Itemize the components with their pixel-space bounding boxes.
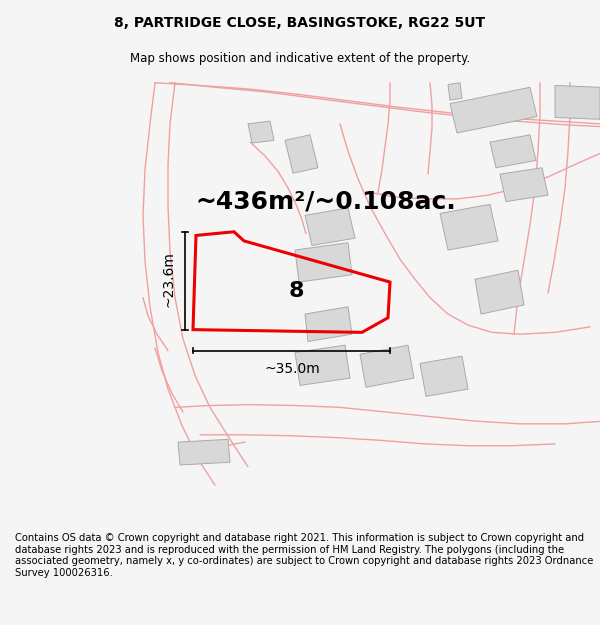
Polygon shape [440,204,498,250]
Polygon shape [248,121,274,143]
Polygon shape [448,82,462,100]
Polygon shape [475,270,524,314]
Polygon shape [305,307,352,341]
Polygon shape [420,356,468,396]
Polygon shape [305,208,355,246]
Polygon shape [555,86,600,119]
Polygon shape [450,88,537,133]
Polygon shape [178,439,230,465]
Polygon shape [490,135,536,168]
Polygon shape [500,168,548,202]
Text: ~436m²/~0.108ac.: ~436m²/~0.108ac. [195,189,456,214]
Text: 8, PARTRIDGE CLOSE, BASINGSTOKE, RG22 5UT: 8, PARTRIDGE CLOSE, BASINGSTOKE, RG22 5U… [115,16,485,31]
Polygon shape [285,135,318,173]
Text: ~23.6m: ~23.6m [161,251,175,308]
Text: 8: 8 [289,281,304,301]
Polygon shape [295,242,352,282]
Polygon shape [295,345,350,386]
Text: Contains OS data © Crown copyright and database right 2021. This information is : Contains OS data © Crown copyright and d… [15,533,593,578]
Text: ~35.0m: ~35.0m [264,362,320,376]
Text: Map shows position and indicative extent of the property.: Map shows position and indicative extent… [130,52,470,65]
Polygon shape [360,345,414,388]
